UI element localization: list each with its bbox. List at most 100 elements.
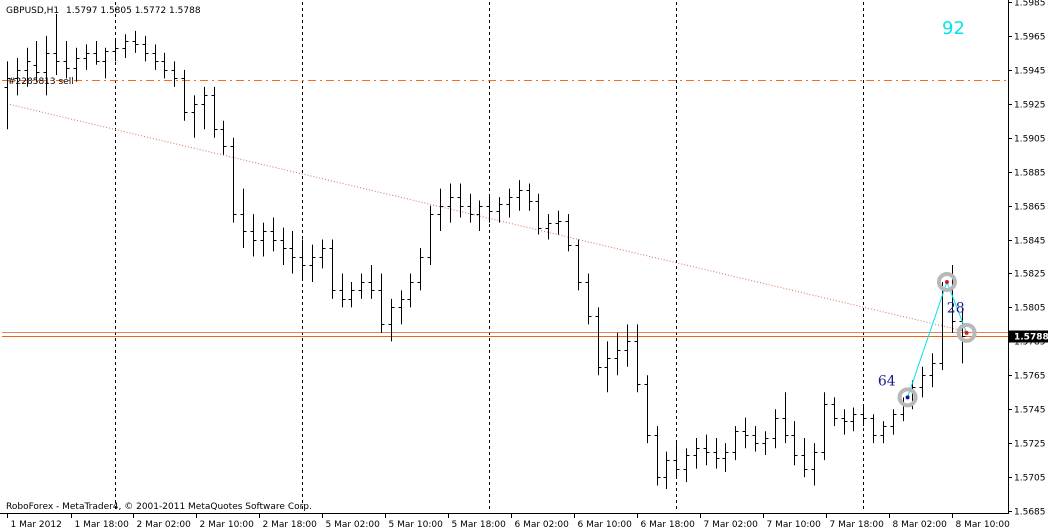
ohlc-bar <box>555 210 562 235</box>
ohlc-bar <box>614 332 621 376</box>
ohlc-bar <box>791 421 798 466</box>
ohlc-bar <box>240 188 247 249</box>
ohlc-bar <box>870 414 877 444</box>
time-tick-label: 5 Mar 02:00 <box>326 520 381 530</box>
ohlc-bar <box>782 392 789 444</box>
ohlc-bar <box>742 417 749 449</box>
ohlc-bar <box>585 273 592 325</box>
ohlc-bar <box>890 409 897 435</box>
counter-label: 92 <box>942 18 965 39</box>
time-axis: 1 Mar 2012 1 Mar 18:00 2 Mar 02:00 2 Mar 10… <box>7 513 1010 530</box>
ohlc-bar <box>801 438 808 478</box>
ohlc-bar <box>880 421 887 444</box>
ohlc-bar <box>260 222 267 257</box>
ohlc-bar <box>565 214 572 252</box>
ohlc-bar <box>230 137 237 223</box>
ohlc-bar <box>270 217 277 252</box>
ohlc-bar <box>683 448 690 483</box>
fib-label: 28 <box>947 300 965 316</box>
ohlc-bar <box>467 193 474 223</box>
ohlc-bar <box>329 239 336 299</box>
ohlc-bar <box>732 426 739 461</box>
price-tick-label: 1.5865 <box>1014 203 1046 213</box>
time-tick-label: 7 Mar 18:00 <box>830 520 885 530</box>
ohlc-bar <box>772 409 779 449</box>
ohlc-label: 1.5797 1.5805 1.5772 1.5788 <box>66 6 201 16</box>
ohlc-bar <box>250 214 257 257</box>
ohlc-bar <box>526 183 533 211</box>
time-tick-label: 2 Mar 02:00 <box>137 520 192 530</box>
price-tick-label: 1.5705 <box>1014 474 1046 484</box>
time-tick-label: 5 Mar 10:00 <box>389 520 444 530</box>
price-tick-label: 1.5685 <box>1014 508 1046 518</box>
ohlc-bar <box>506 188 513 218</box>
ohlc-bar <box>299 239 306 279</box>
ohlc-bar <box>476 200 483 232</box>
ohlc-bar <box>604 341 611 393</box>
swing-marker <box>956 322 977 343</box>
order-label: #2285813 sell <box>8 77 74 87</box>
ohlc-bar <box>33 41 40 82</box>
ohlc-bar <box>181 69 188 121</box>
ohlc-bar <box>693 438 700 469</box>
time-tick-label: 5 Mar 18:00 <box>452 520 507 530</box>
ohlc-bar <box>427 205 434 265</box>
ohlc-bar <box>289 231 296 274</box>
ohlc-bar <box>722 443 729 472</box>
ohlc-bar <box>319 239 326 269</box>
time-tick-label: 6 Mar 02:00 <box>515 520 570 530</box>
ohlc-bar <box>280 227 287 265</box>
ohlc-bar <box>43 35 50 96</box>
ohlc-bar <box>161 52 168 79</box>
current-price-label: 1.5788 <box>1014 333 1048 343</box>
ohlc-bar <box>703 434 710 466</box>
price-tick-label: 1.5805 <box>1014 304 1046 314</box>
ohlc-bar <box>4 61 11 130</box>
ohlc-bar <box>53 13 60 75</box>
time-tick-label: 6 Mar 10:00 <box>578 520 633 530</box>
ohlc-bar <box>811 443 818 486</box>
ohlc-bar <box>919 366 926 398</box>
ohlc-bar <box>201 86 208 130</box>
ohlc-bar <box>831 397 838 427</box>
swing-marker <box>936 271 957 292</box>
price-tick-label: 1.5905 <box>1014 135 1046 145</box>
time-tick-label: 2 Mar 10:00 <box>200 520 255 530</box>
ohlc-bar <box>191 95 198 138</box>
price-tick-label: 1.5725 <box>1014 440 1046 450</box>
overlay-layer: 64 28 <box>878 271 977 408</box>
price-tick-label: 1.5885 <box>1014 169 1046 179</box>
ohlc-bar <box>821 392 828 461</box>
ohlc-bar <box>14 57 21 96</box>
ohlc-bar <box>112 39 119 62</box>
ohlc-bar <box>211 86 218 138</box>
ohlc-bar <box>595 307 602 376</box>
ohlc-bar <box>752 426 759 452</box>
time-tick-label: 2 Mar 18:00 <box>263 520 318 530</box>
ohlc-bar <box>624 324 631 367</box>
ohlc-bar <box>644 375 651 444</box>
ohlc-bar <box>152 44 159 70</box>
ohlc-bar <box>929 353 936 388</box>
ohlc-bar <box>102 47 109 79</box>
ohlc-bar <box>762 431 769 456</box>
current-price-tag: 1.5788 <box>1009 330 1048 343</box>
ohlc-bar <box>132 30 139 53</box>
bar-layer <box>4 13 966 489</box>
ohlc-bar <box>73 47 80 82</box>
ohlc-bar <box>535 193 542 235</box>
time-tick-label: 8 Mar 02:00 <box>893 520 948 530</box>
ohlc-bar <box>654 426 661 486</box>
fib-label: 64 <box>878 373 896 389</box>
ohlc-bar <box>348 281 355 308</box>
ohlc-bar <box>496 197 503 223</box>
ohlc-bar <box>388 298 395 342</box>
swing-marker-dot <box>905 395 910 400</box>
ohlc-bar <box>407 273 414 308</box>
ohlc-bar <box>850 407 857 432</box>
time-tick-label: 6 Mar 18:00 <box>641 520 696 530</box>
ohlc-bar <box>457 183 464 218</box>
ohlc-bar <box>417 248 424 291</box>
